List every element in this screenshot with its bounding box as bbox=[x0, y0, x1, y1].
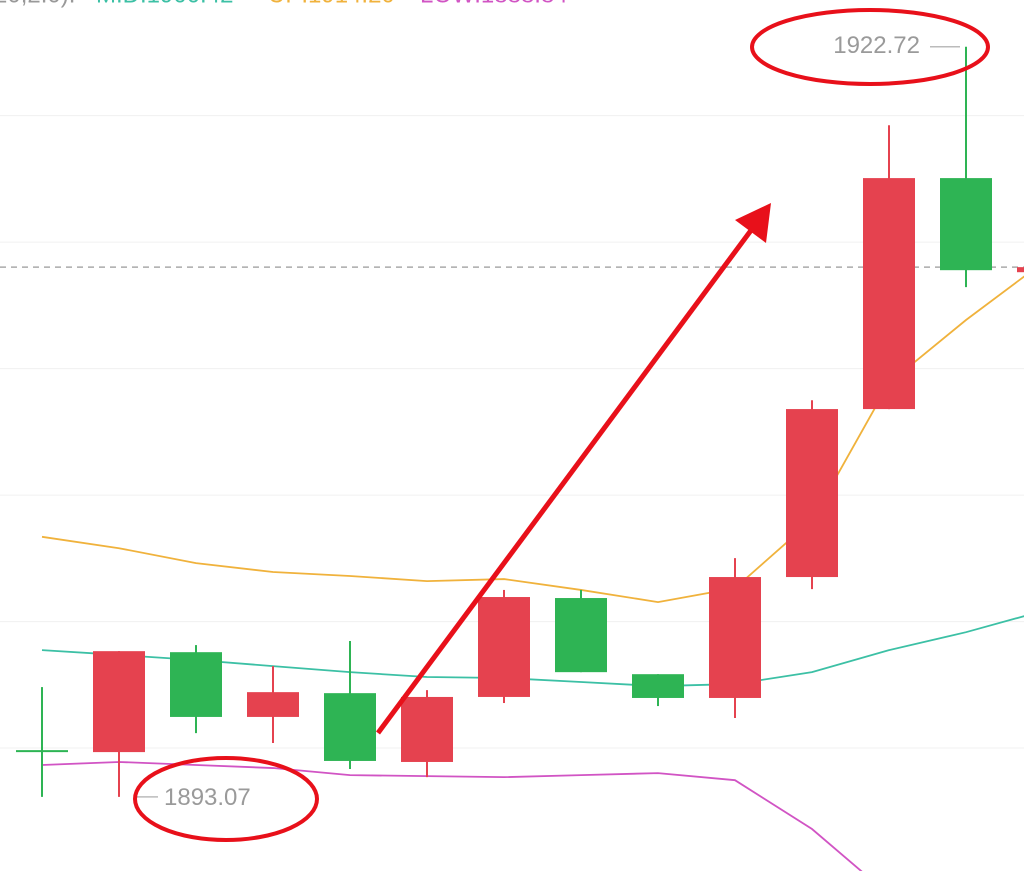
high-label: 1922.72 bbox=[833, 32, 920, 59]
highlight-ellipse bbox=[133, 756, 319, 842]
candle-body bbox=[324, 693, 376, 761]
legend-entry: UP:1914.20 bbox=[268, 0, 395, 8]
candles bbox=[16, 46, 1024, 797]
candle-body bbox=[940, 178, 992, 271]
candle-body bbox=[863, 178, 915, 410]
candle-body bbox=[478, 597, 530, 697]
legend-entry: LOW:1888.84 bbox=[420, 0, 568, 8]
candle-body bbox=[170, 652, 222, 717]
candle-body bbox=[1017, 267, 1024, 273]
candle-body bbox=[709, 577, 761, 698]
candle-body bbox=[401, 696, 453, 762]
candle-body bbox=[555, 598, 607, 673]
header-label: 20,2.0): bbox=[0, 0, 75, 8]
grid bbox=[0, 115, 1024, 749]
legend-entry: MID:1900.42 bbox=[96, 0, 233, 8]
highlight-ellipse bbox=[750, 8, 990, 86]
candle-body bbox=[247, 692, 299, 717]
candle-body bbox=[786, 409, 838, 578]
candle-body bbox=[93, 651, 145, 753]
band-line bbox=[41, 761, 863, 871]
candle-body bbox=[632, 674, 684, 698]
annotations: 1922.72 1893.07 20,2.0): MID:1900.42 UP:1914… bbox=[0, 0, 960, 811]
arrow-head bbox=[735, 203, 771, 243]
low-label: 1893.07 bbox=[164, 784, 251, 811]
arrow-line bbox=[375, 227, 755, 735]
